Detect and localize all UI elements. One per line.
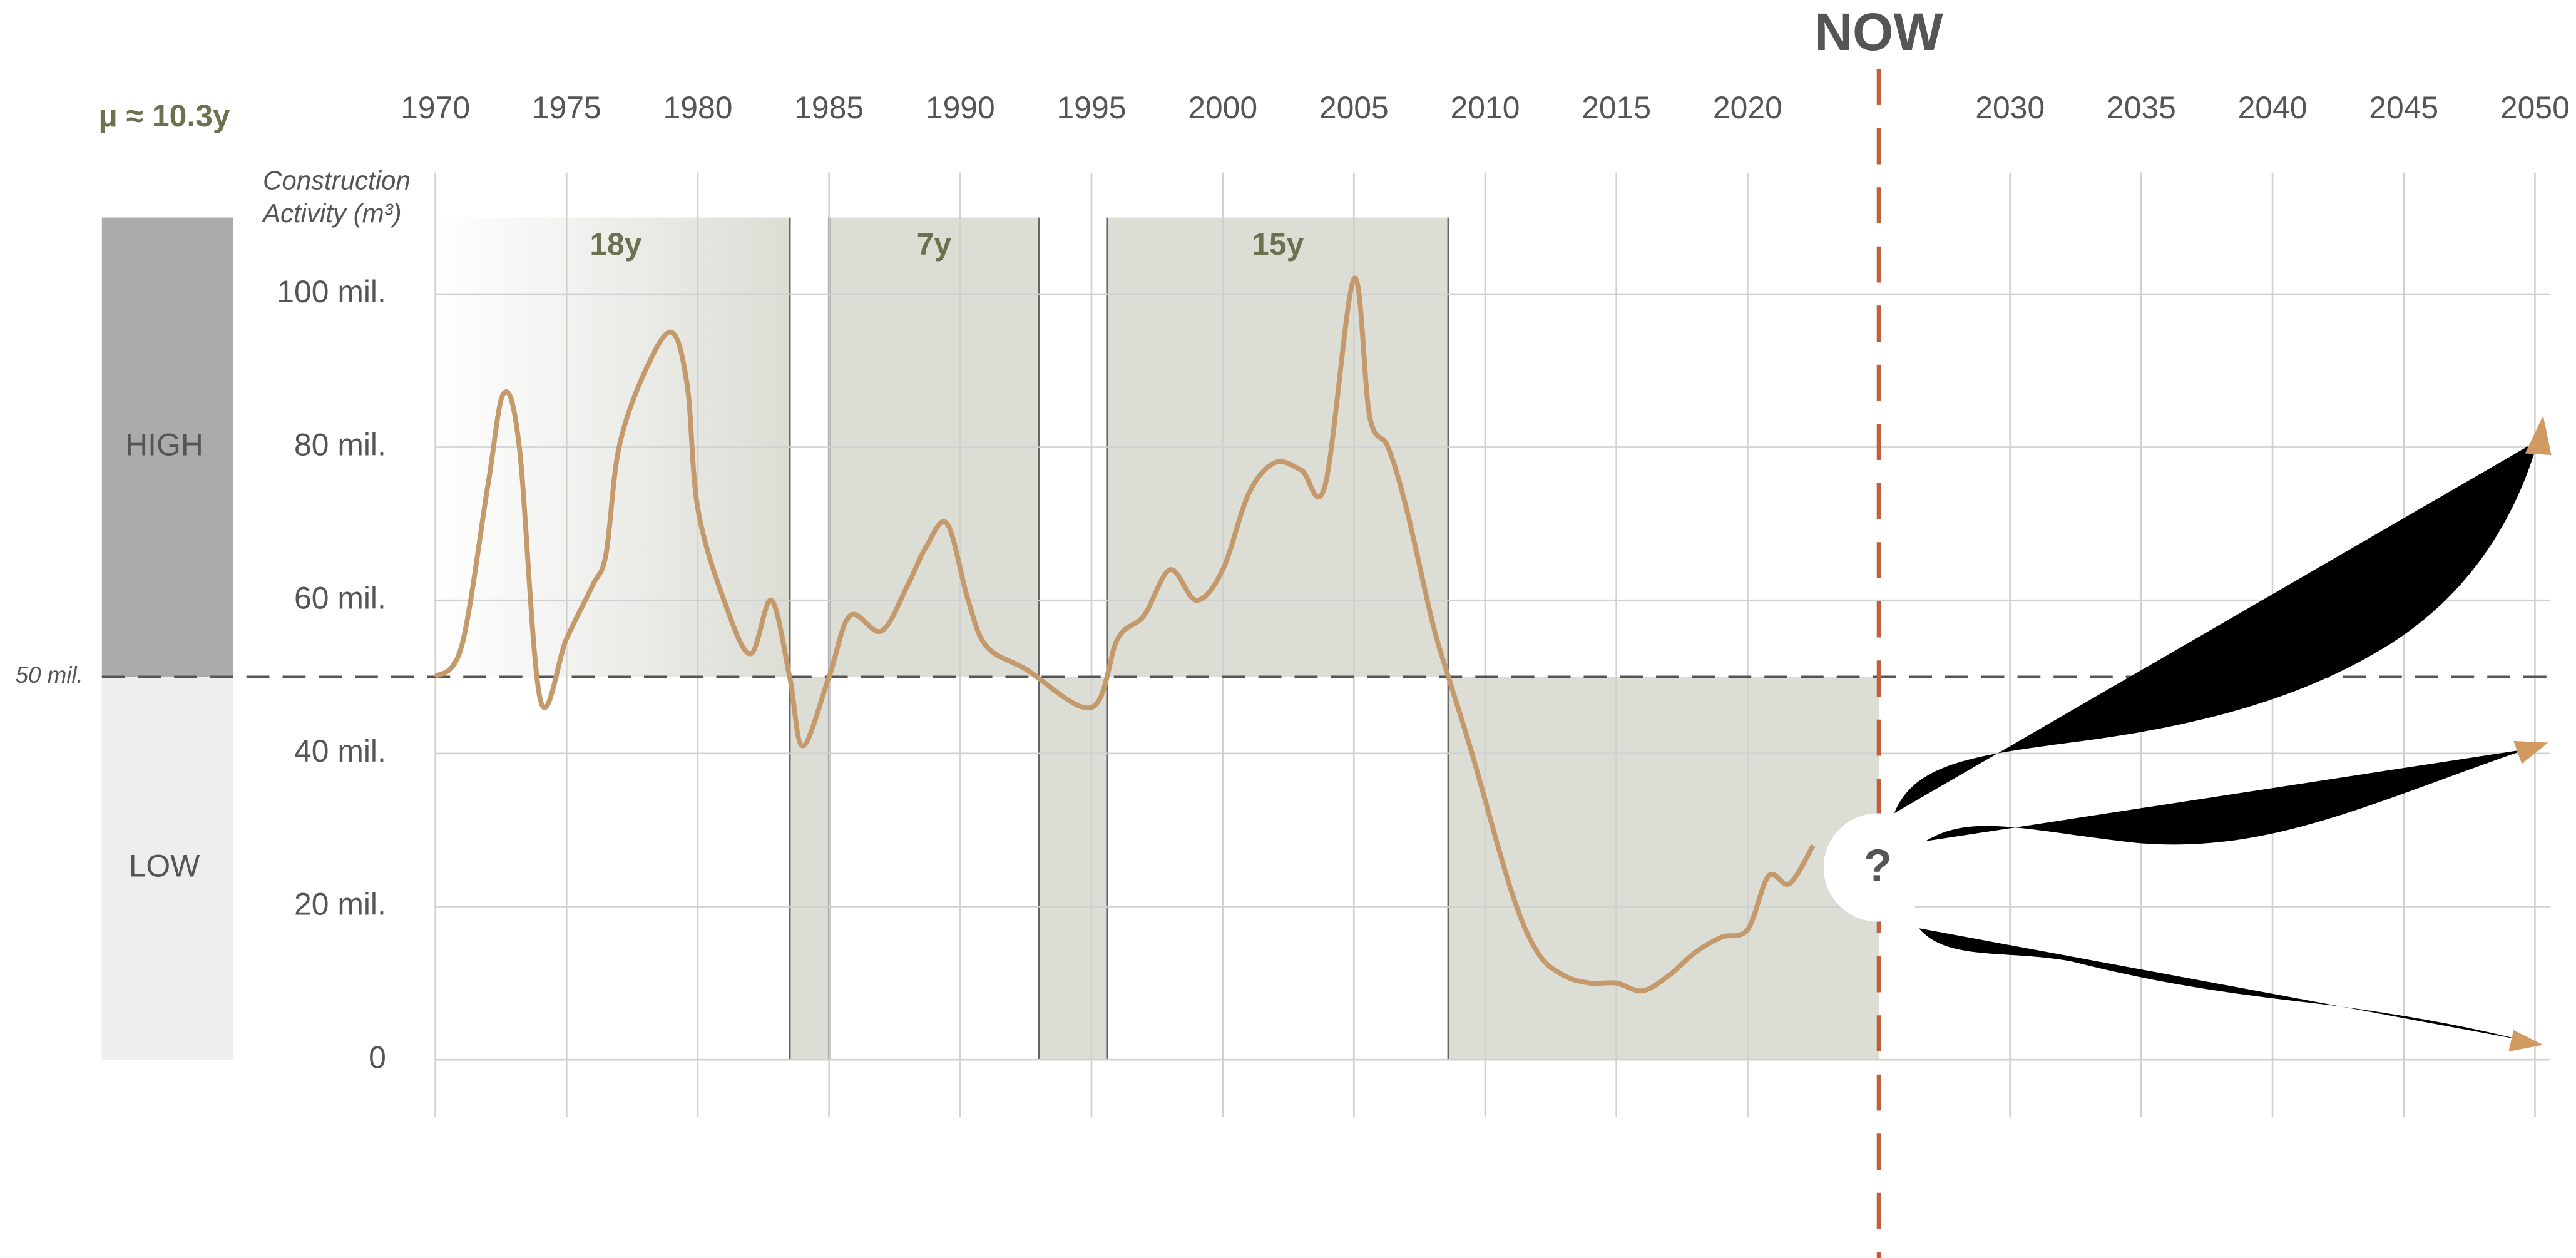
low-bar bbox=[101, 677, 233, 1060]
x-tick-label: 1985 bbox=[794, 90, 864, 125]
forecast-arrowheads bbox=[2508, 416, 2552, 1052]
background-layer bbox=[101, 172, 2550, 1118]
now-label: NOW bbox=[1814, 3, 1943, 61]
x-tick-label: 2030 bbox=[1975, 90, 2045, 125]
x-tick-label: 2045 bbox=[2369, 90, 2438, 125]
x-tick-label: 1970 bbox=[401, 90, 470, 125]
x-tick-label: 2020 bbox=[1713, 90, 1782, 125]
low-period bbox=[1039, 677, 1108, 1060]
x-tick-label: 1975 bbox=[532, 90, 601, 125]
y-axis-label: Construction bbox=[263, 165, 411, 195]
mean-label: μ ≈ 10.3y bbox=[98, 98, 230, 133]
forecast-high bbox=[1894, 440, 2538, 814]
forecast-mid bbox=[1925, 749, 2527, 845]
y-tick-label: 100 mil. bbox=[277, 274, 386, 309]
arrowhead bbox=[2525, 416, 2552, 456]
x-tick-label: 1980 bbox=[663, 90, 733, 125]
y-tick-label: 40 mil. bbox=[294, 734, 386, 769]
x-tick-label: 2000 bbox=[1188, 90, 1257, 125]
x-tick-label: 2010 bbox=[1451, 90, 1520, 125]
period-label: 15y bbox=[1252, 227, 1304, 262]
x-tick-label: 2005 bbox=[1319, 90, 1389, 125]
foreground-layer: HIGH LOW μ ≈ 10.3y 18y 7y 15y 1970 1975 1980 1985… bbox=[16, 3, 2570, 1258]
arrowhead bbox=[2513, 740, 2548, 764]
period-label: 7y bbox=[917, 227, 952, 262]
y-tick-label: 80 mil. bbox=[294, 427, 386, 463]
y-tick-label: 20 mil. bbox=[294, 887, 386, 922]
x-tick-label: 1995 bbox=[1057, 90, 1127, 125]
x-tick-label: 1990 bbox=[926, 90, 995, 125]
data-line bbox=[433, 275, 1816, 994]
forecast-low bbox=[1919, 928, 2522, 1040]
x-tick-label: 2040 bbox=[2238, 90, 2308, 125]
threshold-label: 50 mil. bbox=[16, 662, 83, 688]
y-tick-label: 0 bbox=[369, 1040, 386, 1075]
question-mark: ? bbox=[1864, 839, 1892, 891]
y-tick-label: 60 mil. bbox=[294, 580, 386, 615]
high-bar bbox=[101, 217, 233, 677]
question-circle bbox=[1823, 813, 1932, 922]
arrowhead bbox=[2508, 1030, 2543, 1052]
x-tick-label: 2015 bbox=[1582, 90, 1651, 125]
high-label: HIGH bbox=[125, 427, 203, 463]
period-label: 18y bbox=[590, 227, 641, 262]
x-tick-label: 2035 bbox=[2107, 90, 2176, 125]
low-label: LOW bbox=[129, 849, 200, 884]
x-tick-label: 2050 bbox=[2500, 90, 2570, 125]
y-axis-label: Activity (m³) bbox=[261, 198, 402, 228]
low-period bbox=[1448, 677, 1879, 1060]
